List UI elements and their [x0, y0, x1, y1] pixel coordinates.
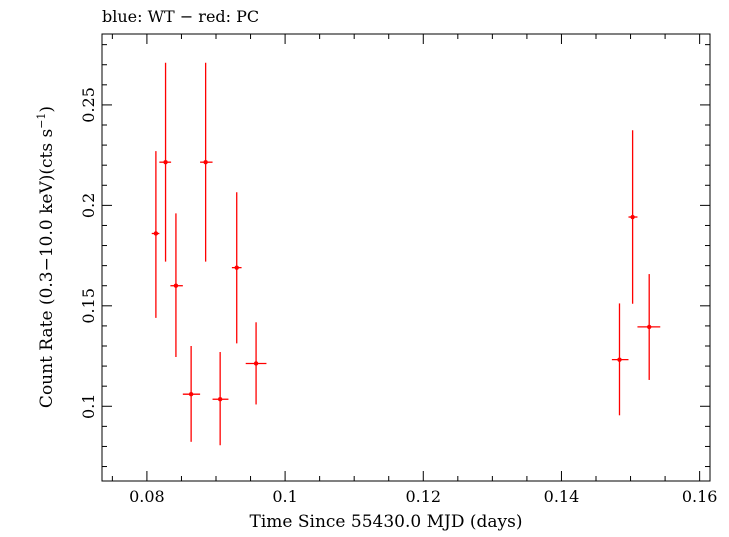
data-marker	[163, 159, 168, 165]
data-marker	[617, 357, 622, 362]
y-tick-label: 0.1	[79, 394, 98, 419]
data-point	[628, 130, 638, 304]
data-marker	[630, 214, 635, 220]
data-marker	[203, 159, 208, 165]
y-axis-ticks: 0.1 0.15 0.2 0.25	[79, 44, 710, 468]
data-marker	[217, 397, 223, 402]
data-marker	[234, 265, 239, 270]
y-axis-label-main: Count Rate (0.3−10.0 keV)(cts s	[37, 129, 57, 408]
plot-frame	[101, 33, 711, 482]
data-point	[231, 192, 242, 344]
x-axis-ticks: 0.08 0.1 0.12 0.14 0.16	[111, 34, 718, 506]
x-tick-label: 0.12	[405, 487, 441, 506]
data-marker	[173, 283, 179, 288]
data-point	[245, 322, 267, 405]
data-marker	[647, 324, 652, 330]
chart-title: blue: WT − red: PC	[102, 7, 259, 26]
data-point	[212, 352, 229, 446]
y-axis-label-sup: −1	[35, 113, 48, 129]
x-tick-label: 0.1	[272, 487, 297, 506]
y-axis-label-end: )	[37, 106, 57, 113]
data-marker	[188, 392, 194, 397]
x-tick-label: 0.14	[544, 487, 580, 506]
y-tick-label: 0.2	[79, 193, 98, 218]
y-axis-label: Count Rate (0.3−10.0 keV)(cts s−1)	[35, 106, 57, 408]
y-tick-label: 0.25	[79, 87, 98, 123]
data-point	[159, 62, 172, 262]
data-point	[151, 151, 160, 318]
data-point	[182, 345, 201, 442]
data-marker	[253, 361, 259, 366]
x-axis-label: Time Since 55430.0 MJD (days)	[250, 512, 523, 532]
data-point	[200, 62, 213, 262]
data-point	[637, 274, 661, 380]
x-tick-label: 0.16	[682, 487, 718, 506]
y-tick-label: 0.15	[79, 288, 98, 324]
data-point	[611, 303, 629, 416]
data-points	[151, 62, 661, 446]
x-tick-label: 0.08	[129, 487, 165, 506]
data-point	[170, 213, 183, 358]
data-marker	[153, 231, 159, 236]
